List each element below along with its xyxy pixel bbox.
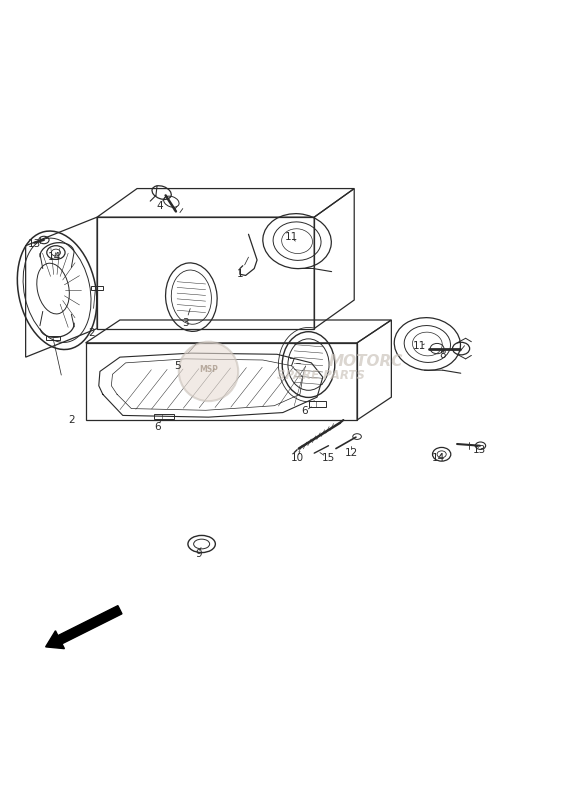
Text: 11: 11: [284, 232, 298, 242]
Text: 2: 2: [88, 327, 95, 338]
Text: 14: 14: [47, 252, 61, 262]
Text: 6: 6: [153, 422, 160, 432]
Text: 10: 10: [290, 454, 304, 463]
Text: SPARE PARTS: SPARE PARTS: [277, 369, 365, 382]
Text: 14: 14: [432, 454, 445, 463]
Text: 13: 13: [28, 239, 41, 249]
Text: 9: 9: [195, 550, 201, 559]
Text: 8: 8: [440, 350, 446, 361]
Text: 5: 5: [174, 361, 181, 370]
Text: 7: 7: [288, 358, 295, 368]
Text: 6: 6: [301, 406, 308, 417]
Text: 3: 3: [182, 318, 189, 328]
Text: MOTORC: MOTORC: [328, 354, 403, 370]
Text: 12: 12: [344, 448, 358, 458]
Text: MSP: MSP: [199, 366, 218, 374]
Text: 15: 15: [322, 454, 335, 463]
Text: 4: 4: [156, 201, 163, 210]
Text: 11: 11: [413, 341, 426, 350]
Text: 13: 13: [473, 446, 486, 455]
FancyArrow shape: [46, 606, 122, 649]
Text: 2: 2: [68, 415, 74, 425]
Circle shape: [179, 342, 238, 401]
Text: 1: 1: [237, 270, 243, 279]
